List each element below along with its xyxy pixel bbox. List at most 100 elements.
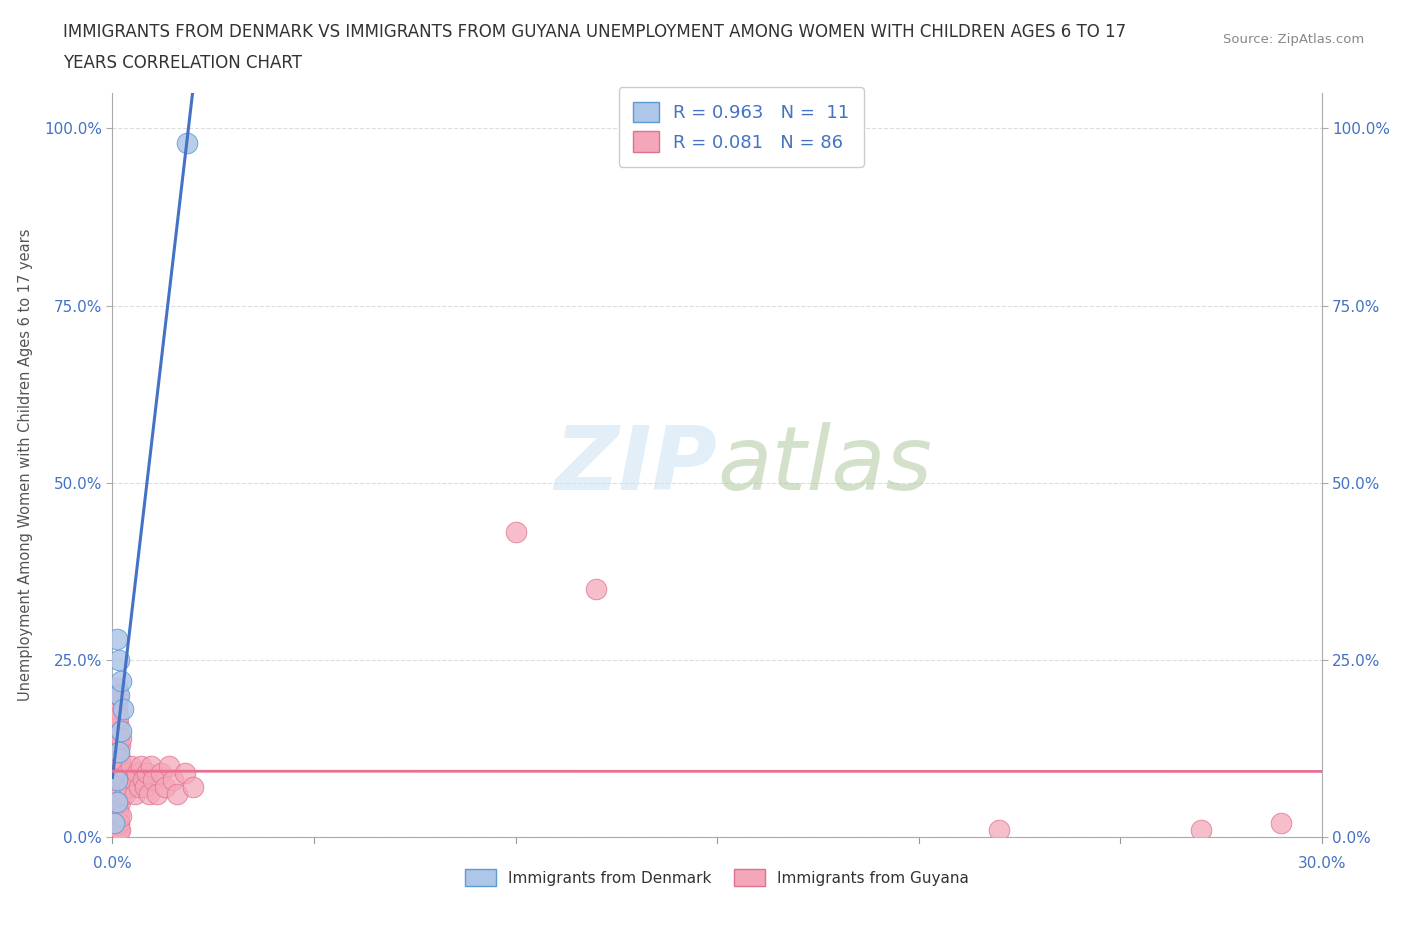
Point (108, 780, 131, 795)
Point (107, 822, 129, 837)
Point (128, 780, 150, 795)
Point (1189, 822, 1212, 837)
Point (104, 816, 127, 830)
Point (108, 765, 131, 780)
Point (110, 730, 132, 745)
Point (142, 773, 165, 788)
Point (120, 759, 142, 774)
Point (115, 765, 138, 780)
Point (105, 773, 128, 788)
Point (107, 709, 129, 724)
Text: YEARS CORRELATION CHART: YEARS CORRELATION CHART (63, 54, 302, 72)
Point (153, 780, 176, 795)
Text: Source: ZipAtlas.com: Source: ZipAtlas.com (1223, 33, 1364, 46)
Point (105, 681, 128, 696)
Point (104, 822, 127, 837)
Point (110, 673, 132, 688)
Point (117, 780, 139, 795)
Point (105, 802, 128, 817)
Point (181, 780, 204, 795)
Point (111, 702, 134, 717)
Point (174, 765, 197, 780)
Y-axis label: Unemployment Among Women with Children Ages 6 to 17 years: Unemployment Among Women with Children A… (18, 229, 32, 701)
Point (108, 724, 131, 738)
Point (166, 787, 188, 802)
Point (110, 759, 132, 774)
Point (125, 765, 148, 780)
Point (107, 765, 129, 780)
Point (129, 759, 152, 774)
Point (105, 730, 128, 745)
Point (138, 787, 160, 802)
Point (107, 802, 129, 817)
Point (105, 745, 128, 760)
Point (110, 808, 132, 823)
Point (139, 759, 162, 774)
Point (108, 751, 131, 766)
Point (108, 773, 131, 788)
Point (105, 688, 128, 703)
Point (103, 816, 125, 830)
Point (104, 745, 127, 760)
Point (135, 765, 157, 780)
Point (104, 737, 127, 752)
Point (108, 816, 131, 830)
Point (107, 730, 129, 745)
Point (105, 702, 128, 717)
Point (105, 773, 128, 788)
Point (107, 787, 129, 802)
Point (124, 787, 146, 802)
Point (103, 822, 125, 837)
Point (105, 631, 128, 646)
Point (103, 730, 125, 745)
Point (104, 773, 127, 788)
Point (103, 822, 125, 837)
Text: atlas: atlas (717, 422, 932, 508)
Point (988, 822, 1011, 837)
Point (146, 787, 169, 802)
Legend: Immigrants from Denmark, Immigrants from Guyana: Immigrants from Denmark, Immigrants from… (460, 863, 974, 893)
Text: 30.0%: 30.0% (1298, 856, 1346, 870)
Point (105, 822, 128, 837)
Text: 0.0%: 0.0% (93, 856, 132, 870)
Point (585, 581, 607, 596)
Point (121, 773, 143, 788)
Point (105, 724, 128, 738)
Point (104, 808, 127, 823)
Point (104, 724, 127, 738)
Text: IMMIGRANTS FROM DENMARK VS IMMIGRANTS FROM GUYANA UNEMPLOYMENT AMONG WOMEN WITH : IMMIGRANTS FROM DENMARK VS IMMIGRANTS FR… (63, 23, 1126, 41)
Point (107, 688, 129, 703)
Point (149, 765, 172, 780)
Point (104, 765, 127, 780)
Point (132, 773, 155, 788)
Point (162, 773, 184, 788)
Point (105, 695, 128, 710)
Point (157, 759, 180, 774)
Point (107, 745, 129, 760)
Point (1270, 816, 1292, 830)
Point (107, 737, 129, 752)
Point (107, 759, 129, 774)
Point (103, 780, 125, 795)
Point (107, 688, 129, 703)
Point (105, 751, 128, 766)
Point (108, 822, 131, 837)
Point (108, 808, 131, 823)
Point (104, 709, 127, 724)
Point (108, 737, 131, 752)
Point (104, 759, 127, 774)
Point (107, 716, 129, 731)
Point (105, 816, 128, 830)
Point (105, 780, 128, 795)
Point (176, 135, 198, 150)
Point (114, 787, 136, 802)
Point (107, 816, 129, 830)
Point (108, 794, 131, 809)
Point (105, 716, 128, 731)
Point (104, 695, 127, 710)
Point (107, 787, 129, 802)
Point (105, 794, 128, 809)
Point (107, 653, 129, 668)
Point (108, 745, 131, 760)
Point (505, 525, 527, 539)
